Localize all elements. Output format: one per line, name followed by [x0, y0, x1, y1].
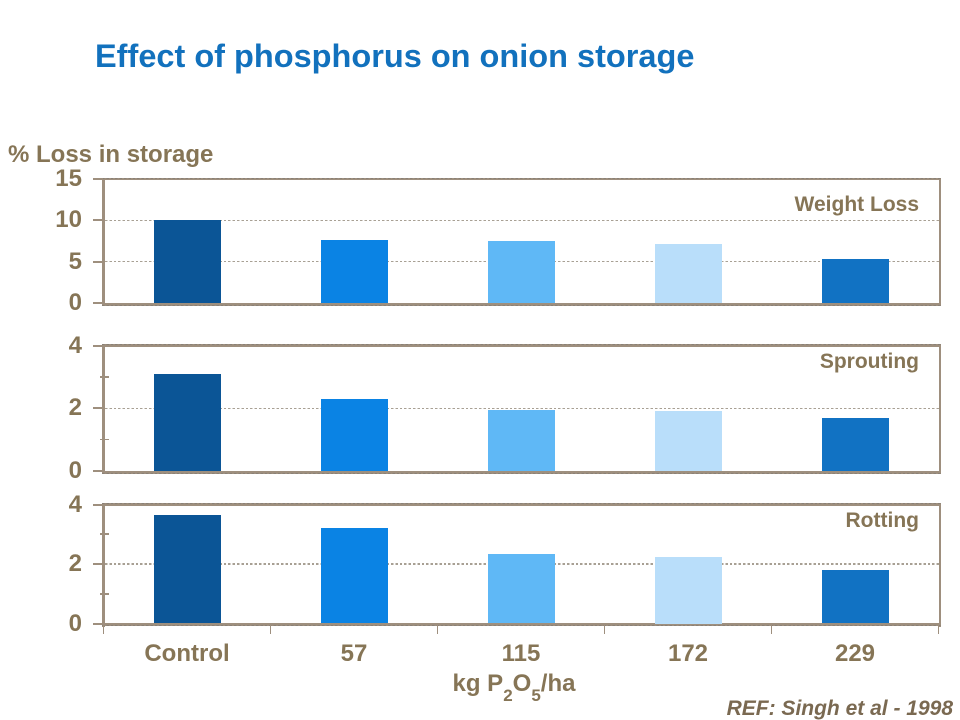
panel-2-right-border: [938, 503, 941, 627]
x-axis-label-mid: O: [512, 670, 532, 697]
category-label-172: 172: [667, 640, 709, 667]
panel-2-top-gridline: [102, 503, 941, 505]
bar-weight-loss-115: [487, 241, 555, 303]
bar-sprouting-control: [153, 373, 221, 471]
x-axis-label-sub5: 5: [531, 685, 541, 705]
category-boundary-tick-5: [937, 624, 940, 634]
slide-title: Effect of phosphorus on onion storage: [95, 37, 695, 74]
bar-sprouting-172: [654, 411, 722, 471]
category-boundary-tick-0: [102, 624, 105, 634]
category-label-115: 115: [501, 640, 541, 667]
panel-2-zero-gridline: [102, 625, 941, 627]
panel-1-minor-tick-1: [99, 438, 109, 441]
panel-2-ytick-label-4: 4: [68, 490, 82, 518]
panel-label-sprouting: Sprouting: [819, 350, 919, 373]
panel-0-top-gridline: [102, 177, 941, 179]
x-axis-label: kg P2O5/ha: [452, 669, 576, 704]
panel-0-ytick-0: [93, 302, 103, 304]
panel-label-rotting: Rotting: [845, 509, 919, 532]
panel-0-ytick-label-5: 5: [68, 247, 82, 275]
category-label-57: 57: [340, 640, 368, 667]
bar-weight-loss-229: [821, 259, 889, 303]
bar-weight-loss-57: [320, 240, 388, 303]
panel-1-right-border: [938, 344, 941, 474]
y-axis-title: % Loss in storage: [8, 141, 214, 168]
category-boundary-tick-3: [603, 624, 606, 634]
panel-2-zero-axis: [102, 623, 941, 626]
panel-2-left-axis: [102, 503, 105, 627]
bar-sprouting-229: [821, 417, 889, 471]
panel-1-ytick-label-2: 2: [68, 394, 82, 422]
panel-label-weight-loss: Weight Loss: [794, 193, 919, 216]
x-axis-label-sub2: 2: [503, 685, 513, 705]
reference-note: REF: Singh et al - 1998: [726, 697, 953, 720]
panel-1-top-gridline: [102, 344, 941, 346]
panel-1-gridline-2: [104, 407, 939, 409]
panel-0-ytick-label-0: 0: [68, 289, 82, 316]
category-boundary-tick-1: [269, 624, 272, 634]
panel-2-ytick-2: [93, 563, 103, 565]
panel-1-ytick-2: [93, 407, 103, 410]
panel-2-top-border: [102, 503, 941, 506]
bar-weight-loss-172: [654, 244, 722, 303]
panel-1-minor-tick-3: [99, 376, 109, 378]
bar-rotting-229: [821, 569, 889, 624]
panel-1-zero-axis: [102, 470, 941, 474]
bar-rotting-115: [487, 553, 555, 624]
panel-2-ytick-4: [93, 503, 103, 506]
bar-rotting-57: [320, 528, 388, 624]
panel-1-left-axis: [102, 344, 105, 474]
bar-rotting-172: [654, 556, 722, 624]
panel-0-ytick-15: [93, 178, 103, 180]
panel-0-right-border: [938, 177, 941, 306]
panel-0-ytick-10: [93, 219, 103, 222]
panel-1-ytick-label-0: 0: [68, 457, 82, 484]
bar-rotting-control: [153, 514, 221, 624]
x-axis-label-post: /ha: [540, 670, 576, 697]
category-boundary-tick-4: [770, 624, 773, 634]
bar-sprouting-57: [320, 398, 388, 471]
panel-1-zero-gridline: [102, 472, 941, 474]
panel-0-zero-axis: [102, 302, 941, 306]
panel-0-gridline-10: [104, 219, 939, 221]
bar-weight-loss-control: [153, 220, 221, 303]
panel-2-ytick-label-2: 2: [68, 550, 82, 577]
category-boundary-tick-2: [436, 624, 439, 634]
panel-1-top-border: [102, 344, 941, 347]
panel-0-ytick-label-15: 15: [55, 165, 82, 192]
panel-0-ytick-label-10: 10: [55, 206, 82, 234]
panel-2-ytick-0: [93, 622, 103, 625]
panel-1-ytick-4: [93, 344, 103, 347]
category-label-229: 229: [834, 640, 876, 667]
panel-0-zero-gridline: [102, 304, 941, 306]
panel-0-left-axis: [102, 177, 105, 306]
bar-sprouting-115: [487, 409, 555, 471]
panel-1-ytick-label-4: 4: [68, 331, 82, 359]
panel-0-ytick-5: [93, 260, 103, 263]
panel-2-minor-tick-3: [99, 533, 109, 536]
panel-2-minor-tick-1: [99, 592, 109, 595]
x-axis-label-pre: kg P: [452, 670, 504, 697]
category-label-control: Control: [144, 640, 230, 667]
panel-1-ytick-0: [93, 470, 103, 472]
panel-0-top-border: [102, 177, 941, 180]
panel-2-ytick-label-0: 0: [68, 609, 82, 637]
